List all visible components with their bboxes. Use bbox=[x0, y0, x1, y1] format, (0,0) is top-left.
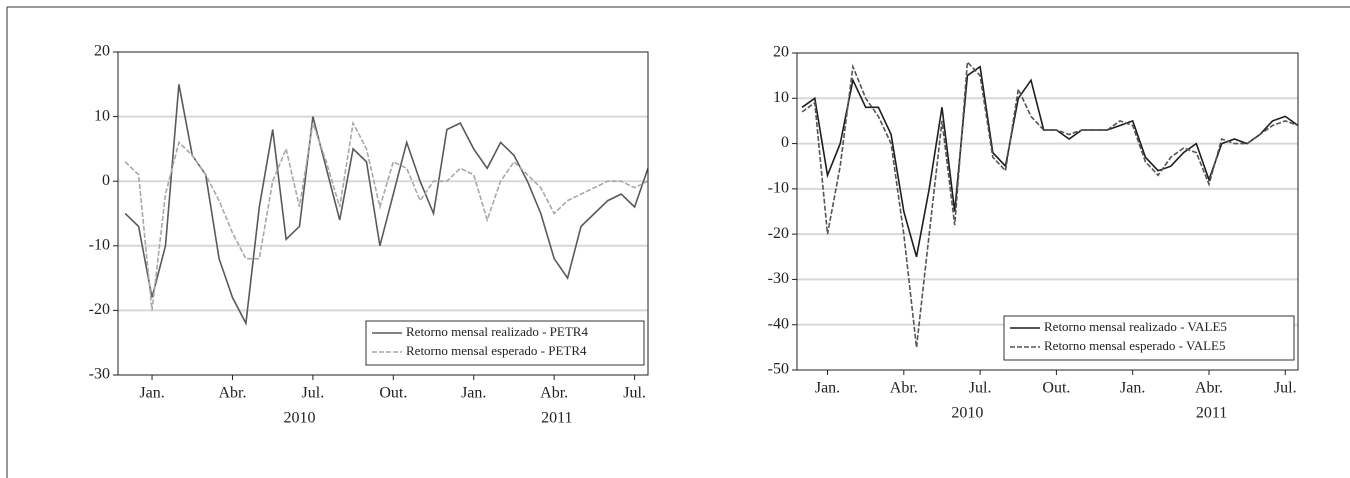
y-tick-label: -30 bbox=[768, 270, 789, 287]
series-line bbox=[124, 84, 649, 326]
x-tick-label: Jan. bbox=[815, 380, 840, 397]
y-tick-label: -10 bbox=[89, 236, 110, 253]
y-tick-label: -30 bbox=[89, 366, 110, 383]
legend-label: Retorno mensal esperado - PETR4 bbox=[406, 343, 587, 358]
x-tick-label: Abr. bbox=[218, 385, 246, 402]
x-tick-label: Abr. bbox=[540, 385, 568, 402]
plot-frame bbox=[796, 52, 1299, 371]
y-tick-label: -20 bbox=[768, 225, 789, 242]
x-group-label: 2010 bbox=[951, 405, 983, 422]
legend-box bbox=[1003, 315, 1295, 361]
x-tick-label: Jul. bbox=[623, 385, 646, 402]
x-tick-label: Jan. bbox=[461, 385, 486, 402]
series-line bbox=[801, 60, 1299, 348]
series-line bbox=[124, 120, 649, 311]
x-tick-label: Out. bbox=[379, 385, 407, 402]
plot-frame bbox=[117, 51, 649, 376]
x-tick-label: Abr. bbox=[890, 380, 918, 397]
x-tick-label: Jan. bbox=[1120, 380, 1145, 397]
x-group-label: 2010 bbox=[283, 410, 315, 427]
x-tick-label: Jan. bbox=[139, 385, 164, 402]
y-tick-label: 0 bbox=[781, 134, 789, 151]
y-tick-label: 20 bbox=[773, 44, 789, 61]
series-line bbox=[801, 65, 1299, 258]
y-tick-label: 10 bbox=[94, 107, 110, 124]
x-tick-label: Out. bbox=[1042, 380, 1070, 397]
x-group-label: 2011 bbox=[1196, 405, 1227, 422]
y-tick-label: -50 bbox=[768, 361, 789, 378]
legend-label: Retorno mensal realizado - VALE5 bbox=[1044, 319, 1227, 334]
y-tick-label: 20 bbox=[94, 43, 110, 60]
legend-label: Retorno mensal realizado - PETR4 bbox=[406, 324, 588, 339]
x-tick-label: Jul. bbox=[302, 385, 325, 402]
x-group-label: 2011 bbox=[541, 410, 572, 427]
y-tick-label: -10 bbox=[768, 180, 789, 197]
x-tick-label: Jul. bbox=[969, 380, 992, 397]
y-tick-label: -40 bbox=[768, 315, 789, 332]
x-tick-label: Abr. bbox=[1195, 380, 1223, 397]
legend-box bbox=[365, 320, 645, 366]
legend-label: Retorno mensal esperado - VALE5 bbox=[1044, 338, 1225, 353]
y-tick-label: 0 bbox=[102, 172, 110, 189]
y-tick-label: -20 bbox=[89, 301, 110, 318]
y-tick-label: 10 bbox=[773, 89, 789, 106]
x-tick-label: Jul. bbox=[1274, 380, 1297, 397]
